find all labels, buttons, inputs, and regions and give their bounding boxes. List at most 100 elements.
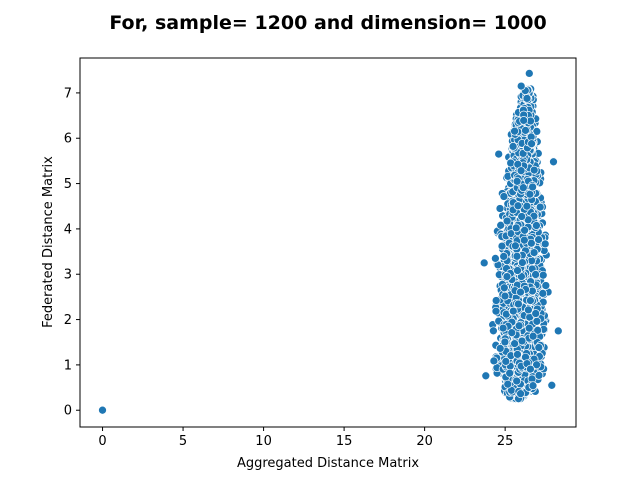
- data-point: [502, 272, 512, 281]
- data-point: [524, 323, 534, 333]
- data-point: [494, 149, 504, 159]
- y-tick-label: 5: [64, 177, 72, 192]
- data-point: [502, 216, 512, 226]
- data-point: [499, 192, 509, 201]
- plot-frame: [79, 57, 577, 428]
- data-point: [519, 235, 529, 245]
- data-point: [479, 258, 489, 268]
- data-point: [517, 336, 527, 346]
- data-point: [528, 381, 538, 391]
- data-point: [511, 241, 520, 251]
- data-point: [528, 182, 537, 192]
- data-point: [514, 321, 524, 331]
- data-point: [534, 343, 544, 352]
- y-tick-label: 6: [64, 132, 72, 147]
- x-tick-label: 0: [98, 434, 106, 449]
- data-point: [522, 94, 532, 103]
- x-axis-label: Aggregated Distance Matrix: [237, 456, 419, 471]
- data-point: [538, 289, 548, 298]
- data-point: [510, 126, 519, 136]
- data-point: [549, 157, 558, 167]
- data-point: [497, 241, 507, 251]
- data-point: [499, 283, 509, 293]
- data-point: [524, 69, 534, 78]
- y-axis-ticks: 0 1 2 3 4 5 6 7: [64, 86, 80, 419]
- data-point: [521, 126, 530, 135]
- data-point: [98, 405, 107, 415]
- data-point: [508, 142, 518, 151]
- y-tick-label: 7: [64, 86, 72, 101]
- y-tick-label: 0: [64, 404, 72, 419]
- data-point: [511, 223, 521, 233]
- data-point: [532, 221, 541, 230]
- data-point: [505, 368, 515, 378]
- x-tick-label: 20: [416, 434, 433, 449]
- data-point: [553, 326, 563, 336]
- data-point: [491, 296, 501, 305]
- data-point: [503, 379, 513, 389]
- data-point: [526, 364, 535, 374]
- data-point: [531, 309, 541, 318]
- data-point: [518, 183, 528, 193]
- x-axis-ticks: 0 5 10 15 20 25: [98, 427, 513, 449]
- data-point: [526, 296, 535, 305]
- x-tick-label: 15: [336, 434, 353, 449]
- chart-title: For, sample= 1200 and dimension= 1000: [109, 12, 546, 34]
- x-tick-label: 5: [179, 434, 187, 449]
- data-point: [507, 328, 517, 338]
- data-point: [535, 202, 545, 212]
- data-point: [517, 212, 527, 221]
- data-point: [512, 251, 522, 261]
- data-point: [527, 139, 536, 149]
- data-point: [541, 281, 551, 290]
- data-point: [529, 165, 539, 175]
- data-point: [491, 306, 501, 316]
- data-point: [498, 323, 508, 333]
- data-point: [528, 331, 538, 341]
- data-point: [500, 291, 510, 301]
- x-tick-label: 25: [497, 434, 514, 449]
- data-point: [532, 360, 541, 370]
- data-point: [513, 350, 522, 359]
- data-point: [495, 204, 505, 213]
- y-tick-label: 3: [64, 268, 72, 283]
- data-point: [516, 81, 526, 91]
- data-point: [534, 371, 544, 380]
- data-point: [513, 266, 522, 275]
- data-point: [531, 270, 540, 279]
- data-point: [514, 299, 523, 309]
- data-point: [529, 248, 539, 257]
- data-point: [500, 337, 510, 347]
- data-point: [501, 357, 511, 366]
- y-axis-label: Federated Distance Matrix: [41, 156, 56, 328]
- data-point: [525, 189, 535, 199]
- data-point: [513, 201, 523, 211]
- data-point: [533, 325, 543, 335]
- data-point: [499, 252, 509, 261]
- data-point: [540, 239, 550, 249]
- data-point: [489, 356, 499, 366]
- data-point: [517, 272, 526, 281]
- data-point: [518, 258, 527, 267]
- data-point: [532, 316, 542, 326]
- data-point: [506, 158, 516, 168]
- y-tick-label: 1: [64, 358, 72, 373]
- data-point: [496, 220, 506, 230]
- data-point: [520, 225, 529, 235]
- data-point: [516, 287, 525, 297]
- data-point: [510, 339, 519, 348]
- data-point: [495, 344, 505, 353]
- data-point: [538, 270, 548, 280]
- y-tick-label: 2: [64, 313, 72, 328]
- data-point: [547, 380, 557, 390]
- y-tick-label: 4: [64, 222, 72, 237]
- data-point: [519, 116, 529, 125]
- x-tick-label: 10: [255, 434, 272, 449]
- data-point: [524, 305, 533, 315]
- data-point: [512, 376, 522, 386]
- data-point: [481, 371, 491, 381]
- data-points: [98, 69, 563, 415]
- data-point: [508, 306, 518, 316]
- data-point: [516, 389, 525, 399]
